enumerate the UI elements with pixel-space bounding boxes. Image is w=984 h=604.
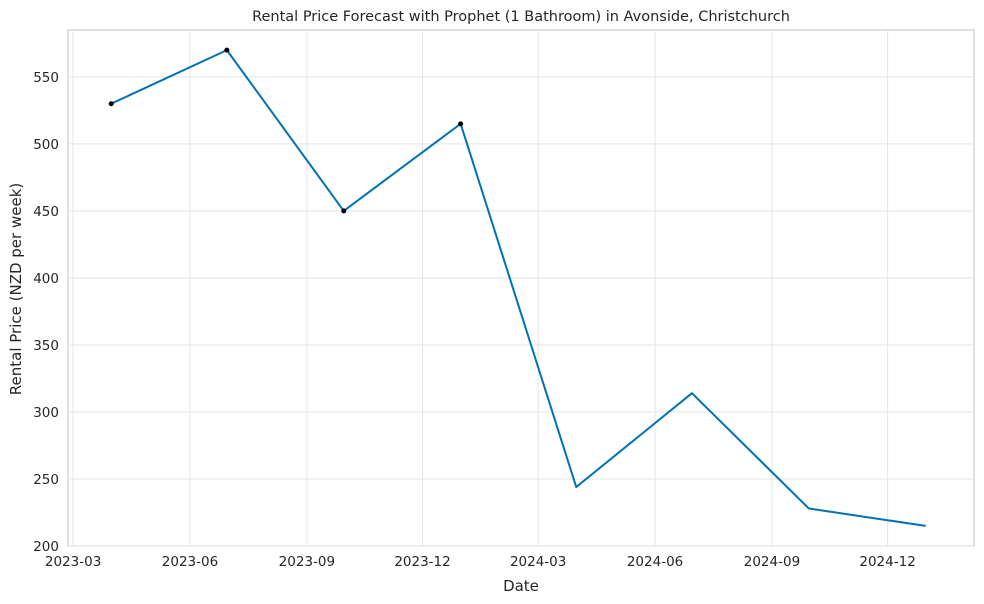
y-tick-label: 500 [33,137,59,153]
observed-points [108,47,464,214]
x-tick-label: 2024-06 [627,554,683,570]
forecast-line [110,49,926,527]
y-tick-label: 550 [33,70,59,86]
y-tick-label: 450 [33,204,59,220]
x-tick-label: 2023-03 [45,554,101,570]
y-tick-label: 400 [33,271,59,287]
y-gridlines [68,76,974,547]
x-tick-label: 2023-06 [162,554,218,570]
observed-point [108,101,114,107]
x-tick-label: 2023-09 [279,554,335,570]
x-axis-label: Date [503,577,539,595]
y-axis-label: Rental Price (NZD per week) [7,183,25,395]
x-tick-labels: 2023-03 2023-06 2023-09 2023-12 2024-03 2024-… [45,554,916,570]
observed-point [458,121,464,127]
x-tick-label: 2024-12 [859,554,915,570]
x-gridlines [72,30,889,546]
y-tick-labels: 200 250 300 350 400 450 500 550 [33,70,59,555]
y-tick-label: 200 [33,539,59,555]
series-group [110,49,926,527]
x-tick-label: 2024-09 [744,554,800,570]
y-tick-label: 300 [33,405,59,421]
y-tick-label: 250 [33,472,59,488]
x-tick-label: 2023-12 [394,554,450,570]
observed-point [341,208,347,214]
y-tick-label: 350 [33,338,59,354]
observed-point [224,47,230,53]
chart-title: Rental Price Forecast with Prophet (1 Ba… [252,9,790,25]
x-tick-label: 2024-03 [510,554,566,570]
plot-area [67,29,975,547]
